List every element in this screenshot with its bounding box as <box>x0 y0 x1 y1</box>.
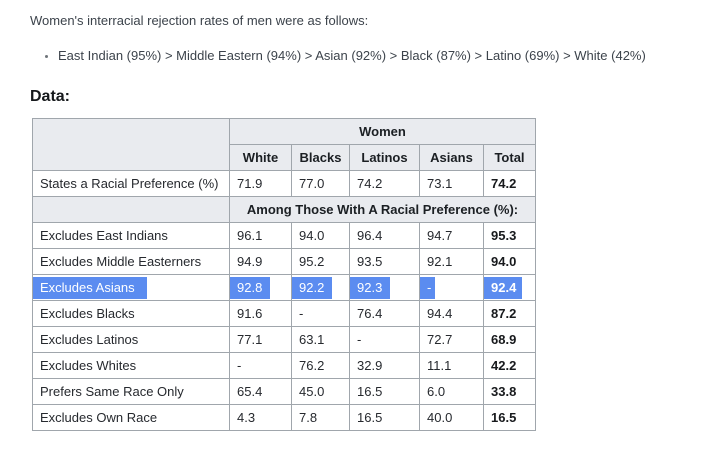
data-section-heading: Data: <box>30 88 71 105</box>
table-row-excludes-own-race: Excludes Own Race 4.3 7.8 16.5 40.0 16.5 <box>32 404 536 431</box>
cell-value: 92.3 <box>349 274 420 301</box>
cell-value: 72.7 <box>419 326 484 353</box>
column-header-row: White Blacks Latinos Asians Total <box>33 144 536 171</box>
row-label: Prefers Same Race Only <box>32 378 230 405</box>
cell-value: 92.2 <box>291 274 350 301</box>
row-label: States a Racial Preference (%) <box>32 170 230 197</box>
cell-total: 68.9 <box>483 326 536 353</box>
group-header-women: Women <box>229 118 536 145</box>
selected-text: 92.3 <box>350 277 391 299</box>
selected-text: - <box>420 277 436 299</box>
cell-value: 74.2 <box>349 170 420 197</box>
cell-value: - <box>419 274 484 301</box>
section-header-row: Among Those With A Racial Preference (%)… <box>32 196 536 223</box>
selected-text: 92.4 <box>484 277 523 299</box>
cell-value: 76.4 <box>349 300 420 327</box>
cell-total: 92.4 <box>483 274 536 301</box>
cell-total: 42.2 <box>483 352 536 379</box>
cell-value: - <box>349 326 420 353</box>
cell-total: 95.3 <box>483 222 536 249</box>
cell-value: 73.1 <box>419 170 484 197</box>
row-label: Excludes Middle Easterners <box>32 248 230 275</box>
cell-value: 92.1 <box>419 248 484 275</box>
table-row-excludes-blacks: Excludes Blacks 91.6 - 76.4 94.4 87.2 <box>32 300 536 327</box>
row-label: Excludes Latinos <box>32 326 230 353</box>
rejection-ranking-item: East Indian (95%) > Middle Eastern (94%)… <box>58 47 711 65</box>
row-label: Excludes East Indians <box>32 222 230 249</box>
cell-value: 4.3 <box>229 404 292 431</box>
cell-value: 94.9 <box>229 248 292 275</box>
cell-value: 16.5 <box>349 404 420 431</box>
table-row-preference: States a Racial Preference (%) 71.9 77.0… <box>32 170 536 197</box>
corner-cell <box>32 118 230 171</box>
cell-value: 77.1 <box>229 326 292 353</box>
column-header-total: Total <box>483 144 536 171</box>
cell-value: 6.0 <box>419 378 484 405</box>
cell-value: 94.4 <box>419 300 484 327</box>
cell-value: 32.9 <box>349 352 420 379</box>
row-label: Excludes Asians <box>32 274 230 301</box>
cell-value: - <box>291 300 350 327</box>
group-header-row: Women <box>32 118 536 171</box>
rejection-ranking-list: East Indian (95%) > Middle Eastern (94%)… <box>30 47 711 65</box>
cell-value: 91.6 <box>229 300 292 327</box>
cell-total: 94.0 <box>483 248 536 275</box>
cell-value: 96.4 <box>349 222 420 249</box>
selected-text: 92.2 <box>292 277 333 299</box>
cell-value: 11.1 <box>419 352 484 379</box>
cell-value: 76.2 <box>291 352 350 379</box>
selected-text: Excludes Asians <box>33 277 147 299</box>
section-header-spacer <box>32 196 230 223</box>
cell-value: 45.0 <box>291 378 350 405</box>
cell-total: 33.8 <box>483 378 536 405</box>
cell-total: 16.5 <box>483 404 536 431</box>
cell-total: 74.2 <box>483 170 536 197</box>
column-header-blacks: Blacks <box>291 144 350 171</box>
table-row-excludes-middle-easterners: Excludes Middle Easterners 94.9 95.2 93.… <box>32 248 536 275</box>
row-label: Excludes Own Race <box>32 404 230 431</box>
cell-value: 40.0 <box>419 404 484 431</box>
selected-text: 92.8 <box>230 277 271 299</box>
rejection-rates-table: Women White Blacks Latinos Asians Total … <box>32 118 536 431</box>
cell-total: 87.2 <box>483 300 536 327</box>
cell-value: 7.8 <box>291 404 350 431</box>
cell-value: 92.8 <box>229 274 292 301</box>
table-row-excludes-whites: Excludes Whites - 76.2 32.9 11.1 42.2 <box>32 352 536 379</box>
table-row-excludes-east-indians: Excludes East Indians 96.1 94.0 96.4 94.… <box>32 222 536 249</box>
cell-value: 94.0 <box>291 222 350 249</box>
cell-value: 96.1 <box>229 222 292 249</box>
table-row-prefers-same-race: Prefers Same Race Only 65.4 45.0 16.5 6.… <box>32 378 536 405</box>
column-header-white: White <box>229 144 292 171</box>
cell-value: 93.5 <box>349 248 420 275</box>
column-header-latinos: Latinos <box>349 144 420 171</box>
section-header: Among Those With A Racial Preference (%)… <box>229 196 536 223</box>
intro-text: Women's interracial rejection rates of m… <box>30 13 369 28</box>
cell-value: 77.0 <box>291 170 350 197</box>
cell-value: - <box>229 352 292 379</box>
row-label: Excludes Whites <box>32 352 230 379</box>
cell-value: 95.2 <box>291 248 350 275</box>
table-row-excludes-latinos: Excludes Latinos 77.1 63.1 - 72.7 68.9 <box>32 326 536 353</box>
cell-value: 94.7 <box>419 222 484 249</box>
column-header-asians: Asians <box>419 144 484 171</box>
table-row-excludes-asians-selected: Excludes Asians 92.8 92.2 92.3 - 92.4 <box>32 274 536 301</box>
cell-value: 71.9 <box>229 170 292 197</box>
cell-value: 16.5 <box>349 378 420 405</box>
cell-value: 65.4 <box>229 378 292 405</box>
cell-value: 63.1 <box>291 326 350 353</box>
row-label: Excludes Blacks <box>32 300 230 327</box>
